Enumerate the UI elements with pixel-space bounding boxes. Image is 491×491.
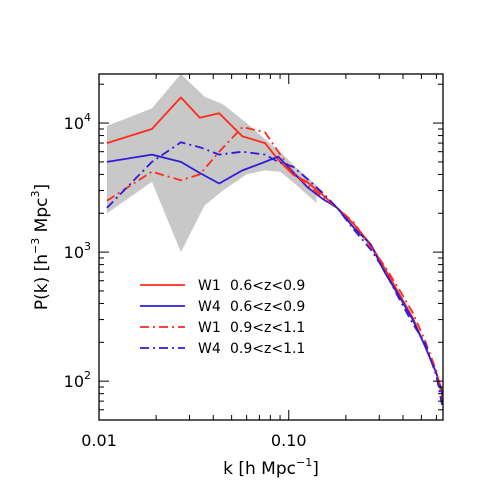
y-tick-label: 104 xyxy=(64,111,91,133)
legend-range-4: 0.9<z<1.1 xyxy=(230,341,305,357)
legend-name-2: W4 xyxy=(198,299,221,315)
x-tick-label: 0.10 xyxy=(271,431,307,450)
legend-range-1: 0.6<z<0.9 xyxy=(230,278,305,294)
legend-name-3: W1 xyxy=(198,320,221,336)
legend-range-2: 0.6<z<0.9 xyxy=(230,299,305,315)
legend-range-3: 0.9<z<1.1 xyxy=(230,320,305,336)
y-tick-label: 103 xyxy=(64,240,91,262)
x-tick-label: 0.01 xyxy=(81,431,117,450)
error-band xyxy=(106,74,317,253)
series-line-2 xyxy=(106,153,443,398)
series-line-3 xyxy=(106,126,443,402)
legend-name-1: W1 xyxy=(198,278,221,294)
y-axis-title: P(k) [h−3 Mpc3] xyxy=(29,184,52,310)
plot-frame xyxy=(98,73,444,421)
legend-name-4: W4 xyxy=(198,341,221,357)
x-axis-title: k [h Mpc−1] xyxy=(223,456,319,479)
y-tick-label: 102 xyxy=(64,369,91,391)
series-line-1 xyxy=(106,96,443,394)
series-line-4 xyxy=(106,141,443,410)
